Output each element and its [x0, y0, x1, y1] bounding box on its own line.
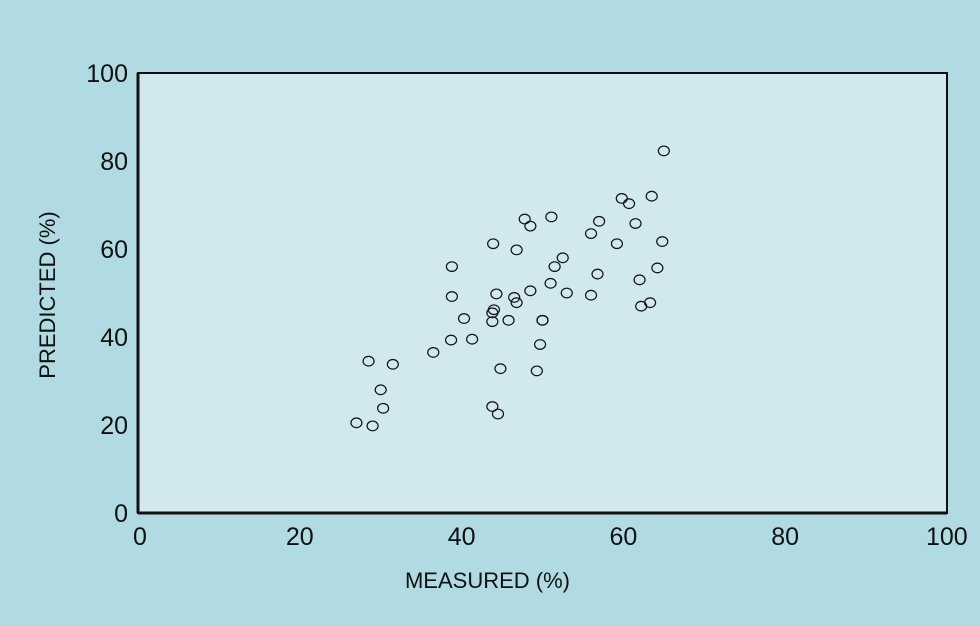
data-point [524, 285, 537, 297]
data-point [350, 417, 363, 429]
data-point [444, 334, 458, 346]
x-tick-label: 20 [286, 523, 314, 551]
x-tick-label: 60 [609, 523, 637, 551]
x-tick-label: 100 [926, 523, 968, 551]
y-tick-label: 100 [86, 60, 128, 88]
data-point [530, 365, 543, 377]
y-tick-label: 80 [100, 148, 128, 176]
data-point [645, 190, 658, 202]
x-tick-label: 40 [448, 523, 476, 551]
data-point [510, 244, 523, 256]
data-point [622, 198, 636, 210]
data-point [593, 215, 606, 227]
data-point [487, 238, 500, 250]
axes [136, 72, 948, 515]
data-point [494, 363, 507, 375]
y-axis-title: PREDICTED (%) [35, 211, 60, 378]
y-tick-label: 40 [100, 324, 128, 352]
data-point [486, 401, 499, 412]
data-point [629, 218, 642, 229]
data-point [502, 314, 515, 326]
data-point [445, 261, 458, 273]
data-point [533, 339, 547, 350]
data-point [556, 252, 569, 264]
data-point [491, 408, 505, 420]
data-point [487, 304, 501, 316]
y-tick-label: 60 [100, 236, 128, 264]
data-point [560, 287, 573, 299]
y-tick-label: 20 [100, 412, 128, 440]
data-point [386, 358, 399, 370]
data-point [490, 288, 503, 300]
data-point [656, 236, 669, 247]
data-points [350, 145, 670, 432]
data-point [591, 268, 604, 280]
data-point [445, 291, 458, 302]
data-point [524, 220, 537, 232]
x-axis-title: MEASURED (%) [405, 568, 570, 593]
data-point [508, 292, 521, 303]
data-point [584, 228, 598, 240]
data-point [466, 333, 479, 345]
data-point [610, 238, 624, 250]
data-point [366, 420, 379, 432]
data-point [548, 261, 561, 273]
data-point [486, 316, 499, 328]
y-tick-label: 0 [114, 500, 128, 528]
data-point [615, 192, 628, 204]
data-point [544, 277, 557, 289]
data-point [643, 297, 657, 309]
data-point [374, 384, 387, 396]
data-point [657, 145, 670, 157]
x-tick-label: 0 [133, 523, 147, 551]
data-point [651, 262, 664, 274]
data-point [510, 297, 523, 309]
data-point [457, 313, 471, 324]
data-point [545, 211, 558, 223]
plot-area [138, 73, 947, 513]
x-tick-labels: 0 20 40 60 80 100 [133, 523, 968, 551]
y-tick-labels: 0 20 40 60 80 100 [86, 60, 128, 528]
data-point [633, 274, 646, 286]
data-point [536, 314, 549, 326]
data-point [362, 355, 375, 367]
data-point [584, 289, 598, 301]
data-point [427, 347, 440, 358]
data-point [377, 402, 390, 414]
x-tick-label: 80 [771, 523, 799, 551]
data-point [518, 213, 531, 225]
